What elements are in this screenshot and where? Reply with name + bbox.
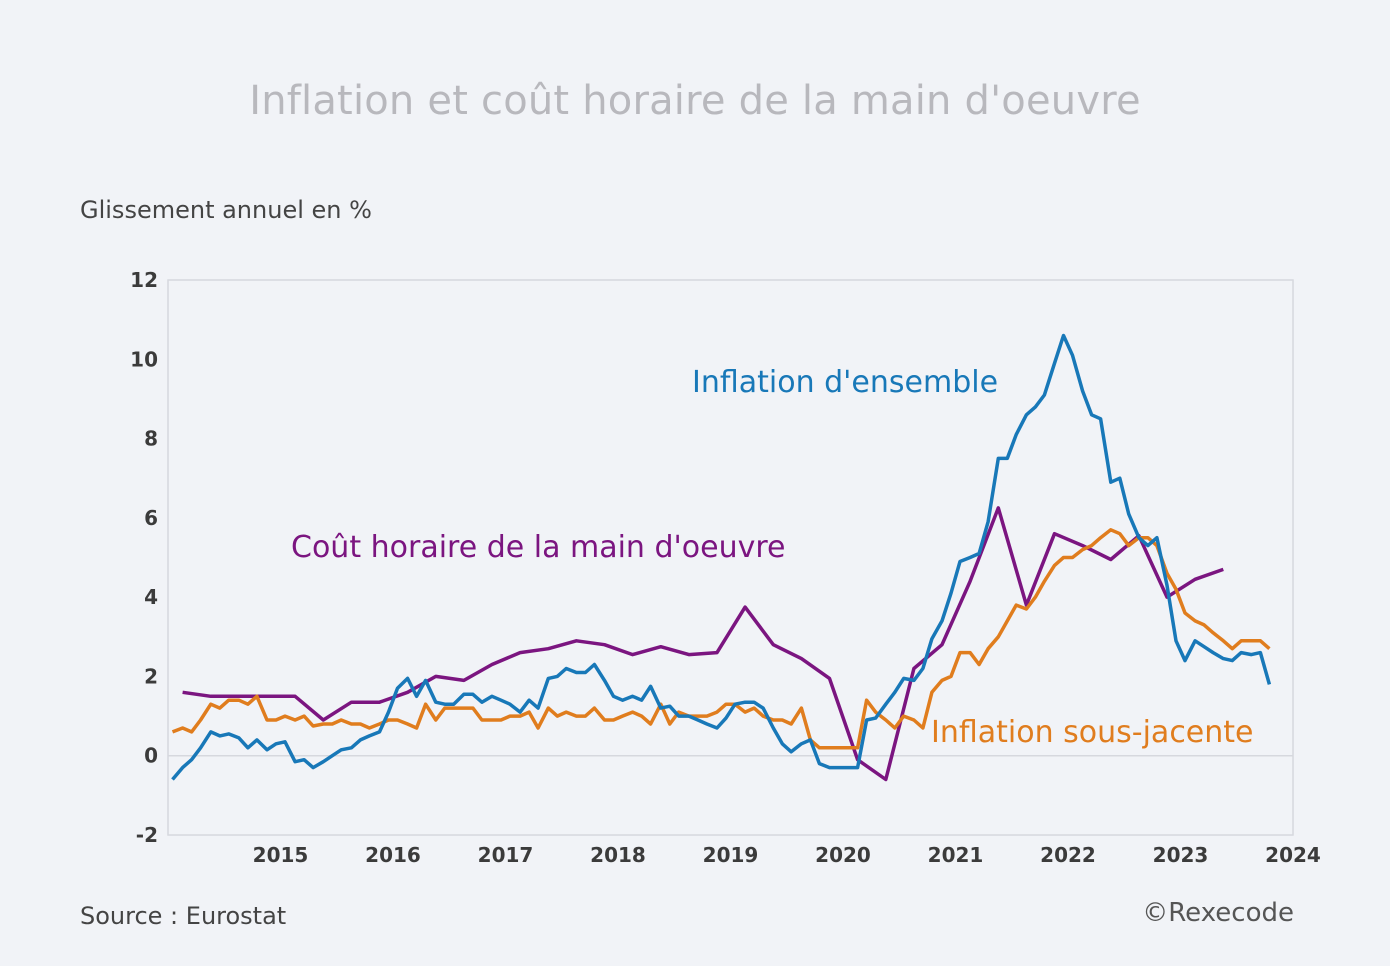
series-line-2: [182, 506, 1224, 782]
x-tick-label: 2020: [815, 843, 871, 867]
plot-area: [167, 279, 1294, 836]
x-tick-label: 2019: [703, 843, 759, 867]
y-tick-label: 0: [144, 744, 158, 768]
y-tick-label: -2: [136, 823, 158, 847]
label-inflation-sous-jacente: Inflation sous-jacente: [931, 715, 1254, 750]
x-tick-label: 2022: [1040, 843, 1096, 867]
y-tick-label: 8: [144, 427, 158, 451]
x-tick-label: 2017: [478, 843, 534, 867]
y-tick-label: 10: [130, 347, 158, 371]
label-cout-horaire: Coût horaire de la main d'oeuvre: [291, 530, 786, 565]
x-tick-label: 2023: [1153, 843, 1209, 867]
x-tick-label: 2024: [1265, 843, 1321, 867]
y-axis: -2 0 2 4 6 8 10 12: [130, 268, 158, 847]
y-tick-label: 2: [144, 664, 158, 688]
source-note: Source : Eurostat: [80, 902, 287, 930]
x-tick-label: 2021: [928, 843, 984, 867]
y-tick-label: 4: [144, 585, 158, 609]
x-axis: 2015 2016 2017 2018 2019 2020 2021 2022 2023 2024: [253, 843, 1321, 867]
y-tick-label: 12: [130, 268, 158, 292]
series-line-0: [171, 333, 1272, 781]
y-axis-label: Glissement annuel en %: [80, 196, 372, 224]
x-tick-label: 2016: [365, 843, 421, 867]
series-line-1: [171, 528, 1271, 750]
y-tick-label: 6: [144, 506, 158, 530]
chart-title: Inflation et coût horaire de la main d'o…: [249, 78, 1141, 124]
x-tick-label: 2015: [253, 843, 309, 867]
series-lines: [171, 333, 1272, 782]
label-inflation-ensemble: Inflation d'ensemble: [692, 365, 998, 400]
copyright-note: ©Rexecode: [1142, 898, 1294, 928]
x-tick-label: 2018: [590, 843, 646, 867]
